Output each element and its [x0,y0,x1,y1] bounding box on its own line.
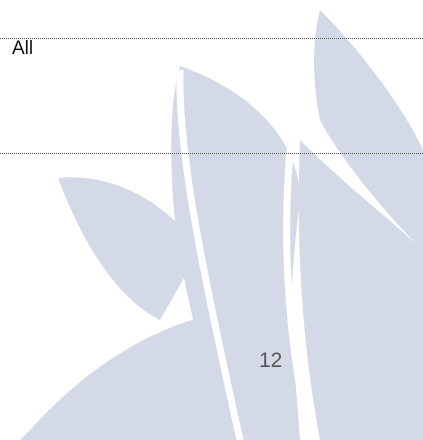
page: All 12 [0,0,423,440]
page-number: 12 [259,349,282,373]
table-rule [0,38,423,39]
background-emblem [0,0,423,440]
table-rule [0,153,423,154]
table-cell: All [12,38,33,60]
